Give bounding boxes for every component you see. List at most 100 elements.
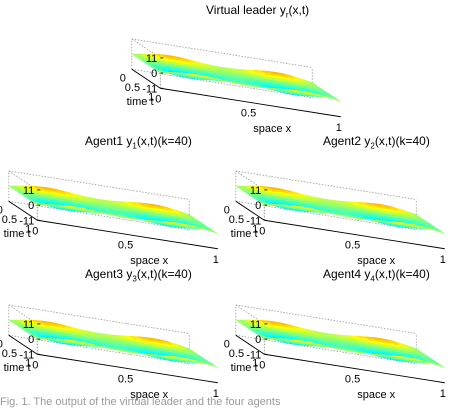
title-subscript: 2 bbox=[370, 141, 375, 151]
t-tick-label: 1 bbox=[25, 357, 31, 369]
axis-line bbox=[160, 87, 341, 118]
x-tick-label: 1 bbox=[336, 122, 342, 134]
title-tail: (x,t)(k=40) bbox=[136, 134, 192, 148]
t-axis-label: time t bbox=[231, 362, 258, 374]
axis-line bbox=[235, 200, 265, 221]
t-tick-label: 1 bbox=[25, 223, 31, 235]
z-tick-label: 11 bbox=[250, 185, 261, 197]
surface bbox=[235, 185, 445, 234]
title-subscript: r bbox=[285, 10, 289, 20]
surface-patch bbox=[208, 230, 218, 234]
figure-caption: Fig. 1. The output of the virtual leader… bbox=[0, 396, 281, 408]
grid-line bbox=[235, 304, 417, 334]
surface-patch bbox=[435, 230, 445, 234]
panel-title: Agent1 y1(x,t)(k=40) bbox=[85, 134, 192, 151]
surface bbox=[8, 319, 218, 368]
x-tick-label: 0 bbox=[155, 93, 161, 105]
title-tail: (x,t) bbox=[288, 3, 310, 17]
z-tick-label: 0 bbox=[255, 334, 261, 346]
t-tick-label: 0.5 bbox=[125, 82, 140, 94]
z-tick-label: 11 bbox=[23, 185, 34, 197]
x-tick-label: 0 bbox=[32, 359, 38, 371]
x-tick-label: 1 bbox=[440, 254, 446, 266]
panel-title: Agent3 y3(x,t)(k=40) bbox=[85, 267, 192, 284]
z-tick-label: 11 bbox=[23, 319, 34, 331]
z-tick-label: -11 bbox=[246, 215, 261, 227]
x-axis-label: space x bbox=[253, 123, 291, 135]
title-tail: (x,t)(k=40) bbox=[136, 267, 192, 281]
title-subscript: 4 bbox=[370, 274, 375, 284]
grid-line bbox=[8, 170, 190, 200]
t-tick-label: 0 bbox=[224, 338, 230, 350]
z-tick-label: -11 bbox=[19, 349, 34, 361]
title-tail: (x,t)(k=40) bbox=[374, 267, 430, 281]
z-tick-label: -11 bbox=[19, 215, 34, 227]
surface bbox=[235, 319, 445, 368]
z-tick-label: 11 bbox=[146, 53, 157, 65]
t-tick-label: 0.5 bbox=[229, 214, 244, 226]
z-tick-label: 11 bbox=[250, 319, 261, 331]
t-tick-label: 0.5 bbox=[2, 348, 17, 360]
grid-line bbox=[131, 38, 313, 68]
grid-line bbox=[8, 200, 190, 231]
grid-line bbox=[235, 334, 417, 365]
surface bbox=[8, 185, 218, 234]
title-subscript: 1 bbox=[132, 141, 137, 151]
t-axis-label: time t bbox=[127, 96, 154, 108]
title-subscript: 3 bbox=[132, 274, 137, 284]
t-tick-label: 0.5 bbox=[2, 214, 17, 226]
z-tick-label: 0 bbox=[28, 200, 34, 212]
x-tick-label: 0.5 bbox=[118, 374, 133, 386]
grid-line bbox=[235, 170, 417, 200]
surface bbox=[131, 53, 341, 102]
x-tick-label: 0.5 bbox=[241, 108, 256, 120]
x-tick-label: 0.5 bbox=[345, 240, 360, 252]
t-tick-label: 1 bbox=[148, 91, 154, 103]
z-tick-label: 0 bbox=[255, 200, 261, 212]
x-tick-label: 0.5 bbox=[118, 240, 133, 252]
title-main: Agent2 y bbox=[323, 134, 371, 148]
x-tick-label: 0 bbox=[259, 225, 265, 237]
title-main: Virtual leader y bbox=[206, 3, 286, 17]
surface-patch bbox=[435, 364, 445, 368]
surface-patch bbox=[208, 364, 218, 368]
panel-title: Agent4 y4(x,t)(k=40) bbox=[323, 267, 430, 284]
t-tick-label: 0 bbox=[224, 204, 230, 216]
z-tick-label: 0 bbox=[151, 68, 157, 80]
title-main: Agent3 y bbox=[85, 267, 133, 281]
t-tick-label: 0 bbox=[120, 72, 126, 84]
title-main: Agent1 y bbox=[85, 134, 133, 148]
x-axis-label: space x bbox=[130, 389, 168, 401]
x-tick-label: 0.5 bbox=[345, 374, 360, 386]
t-tick-label: 1 bbox=[252, 223, 258, 235]
surface-patch bbox=[331, 98, 341, 102]
axis-line bbox=[264, 219, 445, 250]
panel-title: Agent2 y2(x,t)(k=40) bbox=[323, 134, 430, 151]
grid-line bbox=[8, 304, 190, 334]
grid-line bbox=[131, 68, 313, 99]
t-tick-label: 0 bbox=[0, 204, 3, 216]
t-tick-label: 0.5 bbox=[229, 348, 244, 360]
z-tick-label: -11 bbox=[246, 349, 261, 361]
x-axis-label: space x bbox=[357, 389, 395, 401]
z-tick-label: 0 bbox=[28, 334, 34, 346]
x-tick-label: 0 bbox=[32, 225, 38, 237]
axis-line bbox=[37, 219, 218, 250]
x-tick-label: 1 bbox=[440, 388, 446, 400]
axis-line bbox=[235, 334, 265, 355]
x-tick-label: 0 bbox=[259, 359, 265, 371]
axis-line bbox=[8, 334, 38, 355]
t-axis-label: time t bbox=[4, 362, 31, 374]
title-tail: (x,t)(k=40) bbox=[374, 134, 430, 148]
z-tick-label: -11 bbox=[142, 83, 157, 95]
panel-title: Virtual leader yr(x,t) bbox=[206, 3, 310, 20]
